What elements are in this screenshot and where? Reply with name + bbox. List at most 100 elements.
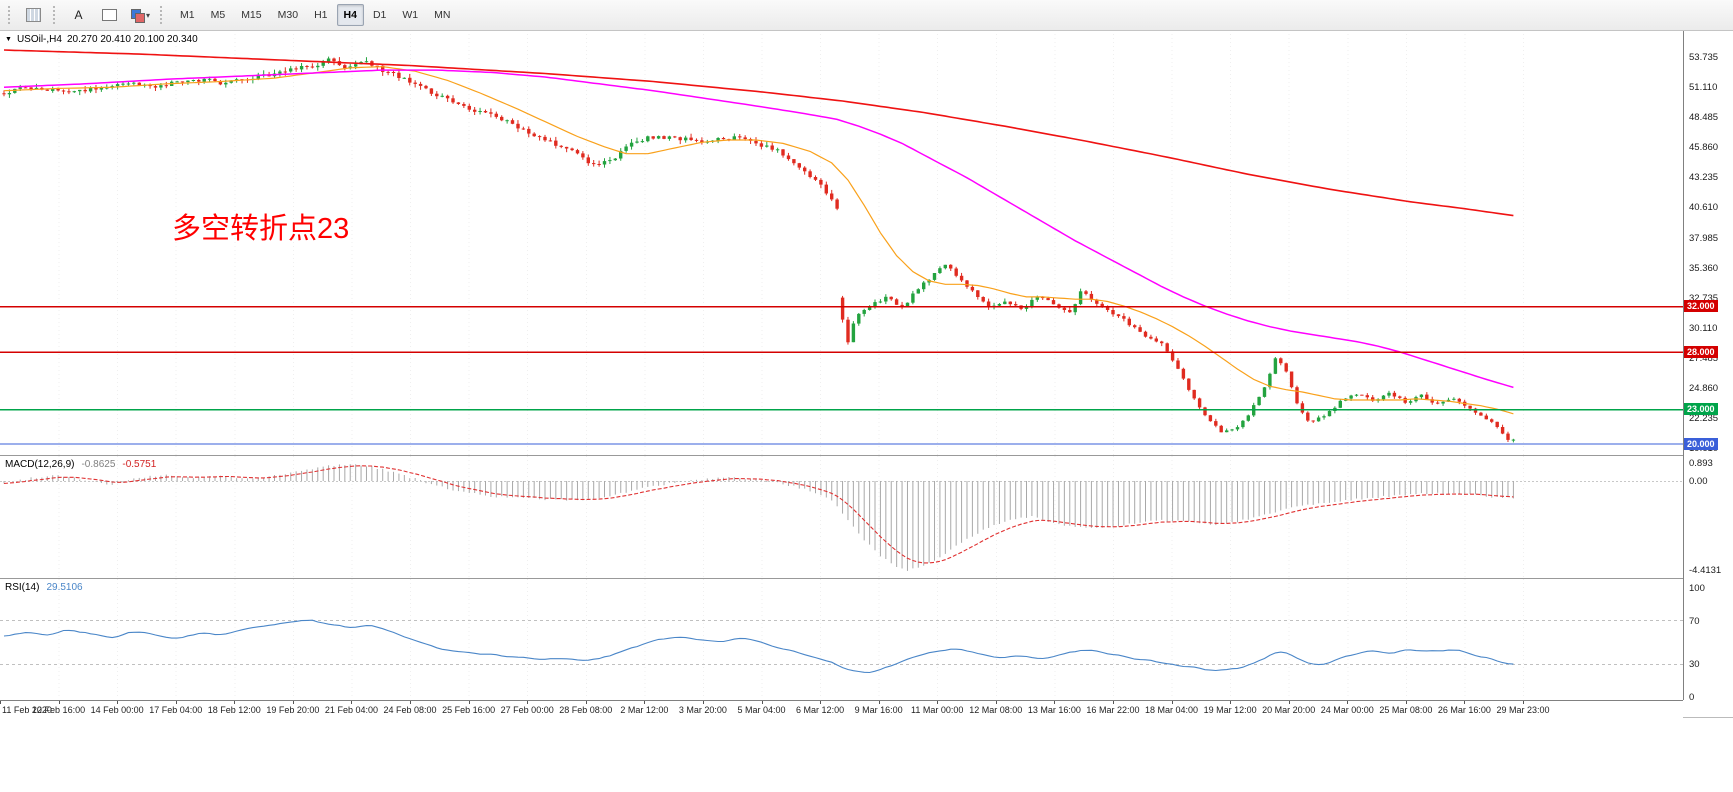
time-axis-label: 18 Mar 04:00 [1145,705,1199,715]
time-axis-tick [292,701,294,704]
collapse-icon[interactable]: ▼ [5,36,12,43]
time-axis-label: 9 Mar 16:00 [854,705,903,715]
timeframe-button-d1[interactable]: D1 [372,9,387,21]
rsi-axis-label: 0 [1689,692,1695,703]
chart-annotation-text[interactable]: 多空转折点23 [172,213,350,245]
time-axis-label: 24 Feb 08:00 [383,705,437,715]
dropdown-caret-icon: ▾ [145,10,150,20]
toolbar-drag-handle[interactable] [160,6,166,24]
colors-button[interactable]: ▾ [125,3,156,27]
time-axis-label: 20 Mar 20:00 [1262,705,1316,715]
timeframe-button-m5[interactable]: M5 [210,9,226,21]
toolbar-drag-handle[interactable] [8,6,14,24]
timeframe-buttons: M1 M5 M15 M30 H1 H4 D1 W1 MN [172,4,458,26]
time-axis-label: 13 Mar 16:00 [1027,705,1081,715]
time-axis-label: 12 Feb 16:00 [32,705,86,715]
macd-chart [0,456,1683,578]
price-axis-label: 27.485 [1689,352,1719,364]
chart-grid-icon [26,8,41,22]
time-axis-label: 19 Mar 12:00 [1203,705,1257,715]
price-level-tag[interactable]: 20.000 [1684,437,1718,450]
time-axis-tick [1171,701,1173,704]
label-tool-icon [102,9,117,21]
time-axis-tick [1112,701,1114,704]
toolbar-drag-handle[interactable] [53,6,59,24]
time-axis-label: 12 Mar 08:00 [969,705,1023,715]
time-axis-tick [1230,701,1232,704]
time-axis-label: 28 Feb 08:00 [559,705,613,715]
price-axis-label: 40.610 [1689,202,1719,214]
macd-axis-label: 0.893 [1689,457,1713,469]
time-axis-tick [351,701,353,704]
timeframe-button-m1[interactable]: M1 [180,9,195,21]
time-axis-label: 27 Feb 00:00 [500,705,554,715]
time-axis-tick [234,701,236,704]
time-axis-label: 5 Mar 04:00 [737,705,786,715]
time-axis-tick [527,701,529,704]
text-tool-button[interactable]: A [63,3,94,27]
time-axis-label: 16 Mar 22:00 [1086,705,1140,715]
price-axis-label: 48.485 [1689,112,1719,124]
toolbar: A ▾ M1 M5 M15 M30 H1 H4 D1 W1 MN [0,0,1733,31]
timeframe-button-m30[interactable]: M30 [277,9,299,21]
time-axis-label: 14 Feb 00:00 [90,705,144,715]
candlestick-chart [0,30,1683,455]
time-axis-label: 29 Mar 23:00 [1496,705,1550,715]
rsi-header: RSI(14) 29.5106 [5,582,83,593]
time-axis-tick [1464,701,1466,704]
time-axis-tick [1347,701,1349,704]
price-axis-label: 53.735 [1689,52,1719,64]
rsi-value: 29.5106 [46,582,83,593]
time-axis-label: 17 Feb 04:00 [149,705,203,715]
time-axis-label: 6 Mar 12:00 [796,705,845,715]
time-axis-tick [995,701,997,704]
macd-axis-label: -4.4131 [1689,565,1722,577]
panel-separator[interactable] [0,578,1733,579]
price-axis-label: 37.985 [1689,232,1719,244]
panel-separator[interactable] [0,455,1733,456]
price-axis-label: 45.860 [1689,142,1719,154]
time-axis-tick [878,701,880,704]
price-axis-label: 51.110 [1689,82,1718,94]
time-axis-tick [410,701,412,704]
time-axis-tick [0,701,1,704]
time-axis-tick [1054,701,1056,704]
price-level-tag[interactable]: 32.000 [1684,300,1718,313]
label-tool-button[interactable] [94,3,125,27]
price-level-tag[interactable]: 28.000 [1684,345,1718,358]
time-axis-tick [175,701,177,704]
palette-icon [130,8,145,23]
price-axis-label: 32.735 [1689,292,1719,304]
time-axis-label: 18 Feb 12:00 [207,705,261,715]
timeframe-button-h4[interactable]: H4 [336,4,364,26]
rsi-panel[interactable]: RSI(14) 29.5106 [0,579,1683,699]
time-axis-label: 11 Mar 00:00 [911,705,964,715]
price-level-tag[interactable]: 23.000 [1684,403,1718,416]
text-tool-icon: A [74,8,83,22]
time-axis-tick [1288,701,1290,704]
symbol-timeframe-label: USOil-,H4 [16,34,62,45]
time-axis-label: 2 Mar 12:00 [620,705,669,715]
timeframe-button-mn[interactable]: MN [434,9,451,21]
time-axis[interactable]: 11 Feb 2020 12 Feb 16:00 14 Feb 00:00 17 Fe… [0,700,1683,718]
timeframe-button-w1[interactable]: W1 [402,9,419,21]
time-axis-label: 24 Mar 00:00 [1320,705,1374,715]
timeframe-button-h1[interactable]: H1 [314,9,328,21]
time-axis-tick [644,701,646,704]
time-axis-tick [702,701,704,704]
rsi-axis-label: 100 [1689,583,1705,594]
timeframe-button-m15[interactable]: M15 [241,9,262,21]
macd-panel[interactable]: MACD(12,26,9) -0.8625 -0.5751 [0,456,1683,578]
time-axis-tick [937,701,939,704]
price-axis-label: 22.235 [1689,412,1719,424]
macd-title: MACD(12,26,9) [5,459,75,470]
macd-axis-label: 0.00 [1689,476,1708,487]
chart-grid-button[interactable] [18,3,49,27]
time-axis-tick [58,701,60,704]
time-axis-label: 21 Feb 04:00 [324,705,378,715]
rsi-axis-label: 70 [1689,615,1700,627]
macd-signal-value: -0.5751 [122,459,157,470]
main-chart-panel[interactable]: ▼ USOil-,H4 20.270 20.410 20.100 20.340 … [0,30,1683,455]
price-axis[interactable]: 53.735 51.110 48.485 45.860 43.235 40.610 37.9… [1683,30,1733,703]
